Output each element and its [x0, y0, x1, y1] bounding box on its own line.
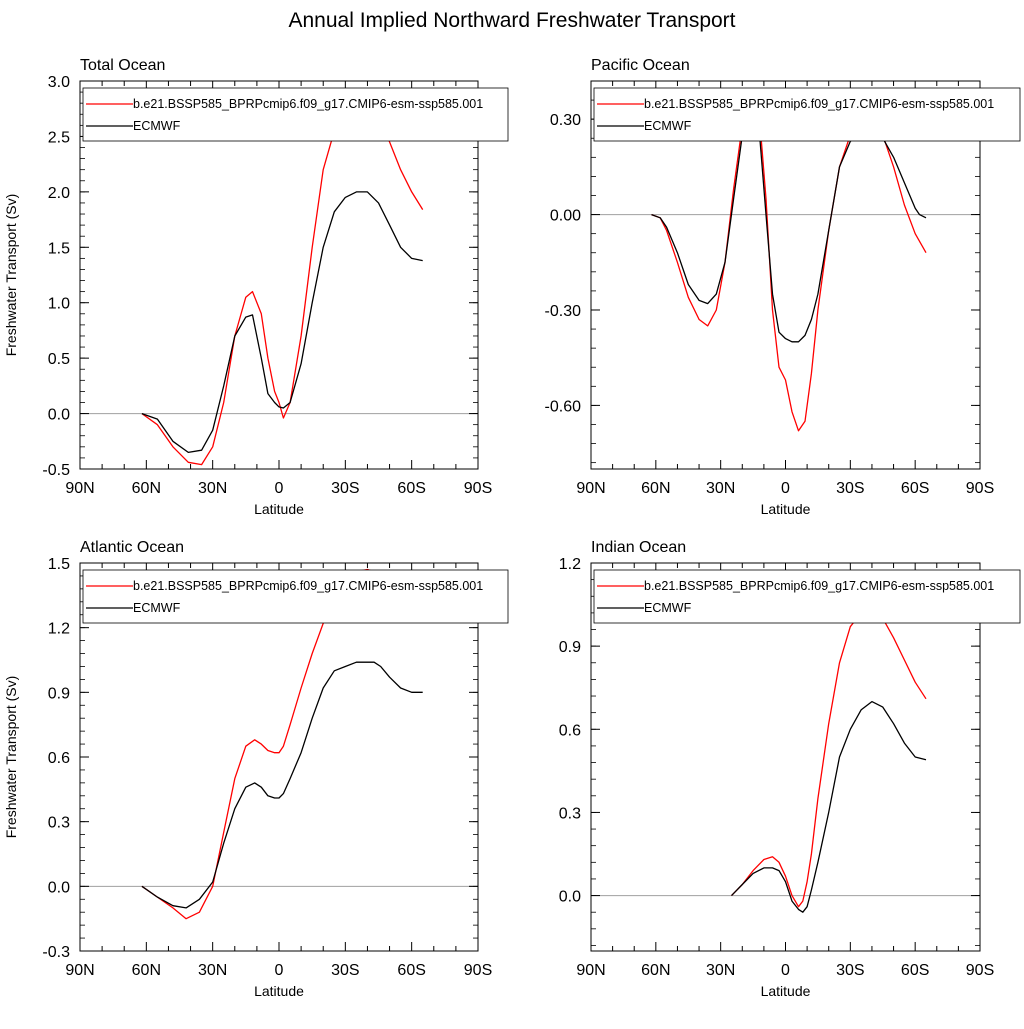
indian-ocean-ecmwf-line — [731, 700, 927, 913]
atlantic-ocean-ecmwf-line — [141, 661, 423, 909]
indian-ocean-legend-model-label: b.e21.BSSP585_BPRPcmip6.f09_g17.CMIP6-es… — [644, 579, 994, 593]
atlantic-ocean-ytick-label: 0.6 — [48, 750, 70, 767]
atlantic-ocean-frame — [79, 562, 479, 952]
pacific-ocean-title: Pacific Ocean — [591, 57, 690, 74]
atlantic-ocean-legend: b.e21.BSSP585_BPRPcmip6.f09_g17.CMIP6-es… — [82, 569, 509, 624]
total-ocean-xtick-label: 60S — [397, 480, 425, 497]
atlantic-ocean-xtick-label: 60N — [132, 962, 161, 979]
pacific-ocean-frame — [590, 80, 981, 470]
indian-ocean-xlabel: Latitude — [761, 983, 811, 999]
indian-ocean-xtick-label: 60S — [901, 962, 929, 979]
total-ocean-title: Total Ocean — [80, 57, 165, 74]
pacific-ocean-ticks: 90N 60N 30N 0 30S 60S 90S -0.60 -0.30 0.00 0.30 — [545, 80, 994, 497]
atlantic-ocean-ytick-label: 0.3 — [48, 815, 70, 832]
indian-ocean-ytick-label: 1.2 — [559, 556, 581, 573]
indian-ocean-title: Indian Ocean — [591, 539, 686, 556]
pacific-ocean-ytick-label: 0.30 — [550, 112, 581, 129]
pacific-ocean-legend-model-label: b.e21.BSSP585_BPRPcmip6.f09_g17.CMIP6-es… — [644, 97, 994, 111]
pacific-ocean-legend-ecmwf-label: ECMWF — [644, 119, 692, 133]
atlantic-ocean-title: Atlantic Ocean — [80, 539, 184, 556]
pacific-ocean-xtick-label: 90S — [966, 480, 994, 497]
panel-atlantic-ocean: Atlantic Ocean 90N 60N 30N 0 30S 60S 90S -0.3 0.0… — [3, 539, 509, 999]
pacific-ocean-legend-box — [593, 87, 1021, 142]
total-ocean-ytick-label: 2.5 — [48, 129, 70, 146]
pacific-ocean-xtick-label: 90N — [576, 480, 605, 497]
total-ocean-xtick-label: 0 — [275, 480, 284, 497]
total-ocean-xlabel: Latitude — [254, 501, 304, 517]
figure-title: Annual Implied Northward Freshwater Tran… — [288, 9, 735, 32]
indian-ocean-frame — [590, 562, 981, 952]
pacific-ocean-ytick-label: -0.30 — [545, 303, 582, 320]
indian-ocean-ytick-label: 0.9 — [559, 639, 581, 656]
panel-pacific-ocean: Pacific Ocean 90N 60N 30N 0 30S 60S 90S -0.60 -0.… — [545, 57, 1021, 517]
total-ocean-model-line — [141, 104, 424, 466]
pacific-ocean-legend: b.e21.BSSP585_BPRPcmip6.f09_g17.CMIP6-es… — [593, 87, 1021, 142]
indian-ocean-xtick-label: 90N — [576, 962, 605, 979]
pacific-ocean-xtick-label: 60N — [641, 480, 670, 497]
panel-indian-ocean: Indian Ocean 90N 60N 30N 0 30S 60S 90S 0.0 0.3 0.6… — [559, 539, 1021, 999]
atlantic-ocean-ytick-label: -0.3 — [42, 944, 70, 961]
pacific-ocean-xtick-label: 0 — [781, 480, 790, 497]
indian-ocean-xtick-label: 30S — [836, 962, 864, 979]
pacific-ocean-ytick-label: -0.60 — [545, 398, 582, 415]
indian-ocean-ticks: 90N 60N 30N 0 30S 60S 90S 0.0 0.3 0.6 0.9 1.2 — [559, 556, 994, 979]
pacific-ocean-model-line — [651, 93, 927, 432]
panels: Total Ocean 90N 60N 30N 0 30S 60S 90S -0.5 0.0 0.5… — [3, 57, 1021, 999]
indian-ocean-legend: b.e21.BSSP585_BPRPcmip6.f09_g17.CMIP6-es… — [593, 569, 1021, 624]
indian-ocean-xtick-label: 0 — [781, 962, 790, 979]
total-ocean-ytick-label: 3.0 — [48, 74, 70, 91]
pacific-ocean-xtick-label: 60S — [901, 480, 929, 497]
atlantic-ocean-ticks: 90N 60N 30N 0 30S 60S 90S -0.3 0.0 0.3 0.6 0.9 1.2 1.… — [42, 556, 492, 979]
atlantic-ocean-xtick-label: 60S — [397, 962, 425, 979]
atlantic-ocean-xtick-label: 30S — [331, 962, 359, 979]
atlantic-ocean-xtick-label: 90S — [464, 962, 492, 979]
atlantic-ocean-ytick-label: 1.2 — [48, 621, 70, 638]
indian-ocean-ytick-label: 0.0 — [559, 889, 581, 906]
pacific-ocean-xlabel: Latitude — [761, 501, 811, 517]
total-ocean-legend: b.e21.BSSP585_BPRPcmip6.f09_g17.CMIP6-es… — [82, 87, 509, 142]
total-ocean-ylabel: Freshwater Transport (Sv) — [3, 194, 19, 357]
indian-ocean-xtick-label: 90S — [966, 962, 994, 979]
total-ocean-legend-ecmwf-label: ECMWF — [133, 119, 181, 133]
total-ocean-xtick-label: 90N — [65, 480, 94, 497]
total-ocean-ytick-label: 0.0 — [48, 407, 70, 424]
panel-total-ocean: Total Ocean 90N 60N 30N 0 30S 60S 90S -0.5 0.0 0.5… — [3, 57, 509, 517]
indian-ocean-legend-box — [593, 569, 1021, 624]
atlantic-ocean-xtick-label: 30N — [198, 962, 227, 979]
indian-ocean-model-line — [731, 609, 927, 908]
total-ocean-xtick-label: 90S — [464, 480, 492, 497]
atlantic-ocean-xlabel: Latitude — [254, 983, 304, 999]
total-ocean-ytick-label: 0.5 — [48, 351, 70, 368]
indian-ocean-ytick-label: 0.3 — [559, 805, 581, 822]
pacific-ocean-xtick-label: 30N — [706, 480, 735, 497]
indian-ocean-ytick-label: 0.6 — [559, 722, 581, 739]
total-ocean-frame — [79, 80, 479, 470]
indian-ocean-legend-ecmwf-label: ECMWF — [644, 601, 692, 615]
atlantic-ocean-legend-ecmwf-label: ECMWF — [133, 601, 181, 615]
atlantic-ocean-ytick-label: 1.5 — [48, 556, 70, 573]
pacific-ocean-ytick-label: 0.00 — [550, 208, 581, 225]
total-ocean-legend-box — [82, 87, 509, 142]
atlantic-ocean-legend-box — [82, 569, 509, 624]
total-ocean-ecmwf-line — [141, 191, 423, 454]
total-ocean-ytick-label: -0.5 — [42, 462, 70, 479]
total-ocean-ytick-label: 1.5 — [48, 240, 70, 257]
total-ocean-xtick-label: 60N — [132, 480, 161, 497]
indian-ocean-xtick-label: 60N — [641, 962, 670, 979]
total-ocean-xtick-label: 30S — [331, 480, 359, 497]
atlantic-ocean-legend-model-label: b.e21.BSSP585_BPRPcmip6.f09_g17.CMIP6-es… — [133, 579, 483, 593]
total-ocean-legend-model-label: b.e21.BSSP585_BPRPcmip6.f09_g17.CMIP6-es… — [133, 97, 483, 111]
total-ocean-ytick-label: 2.0 — [48, 185, 70, 202]
atlantic-ocean-xtick-label: 90N — [65, 962, 94, 979]
total-ocean-xtick-label: 30N — [198, 480, 227, 497]
indian-ocean-xtick-label: 30N — [706, 962, 735, 979]
atlantic-ocean-ytick-label: 0.0 — [48, 879, 70, 896]
pacific-ocean-xtick-label: 30S — [836, 480, 864, 497]
atlantic-ocean-ylabel: Freshwater Transport (Sv) — [3, 676, 19, 839]
atlantic-ocean-ytick-label: 0.9 — [48, 685, 70, 702]
atlantic-ocean-xtick-label: 0 — [275, 962, 284, 979]
total-ocean-ytick-label: 1.0 — [48, 296, 70, 313]
